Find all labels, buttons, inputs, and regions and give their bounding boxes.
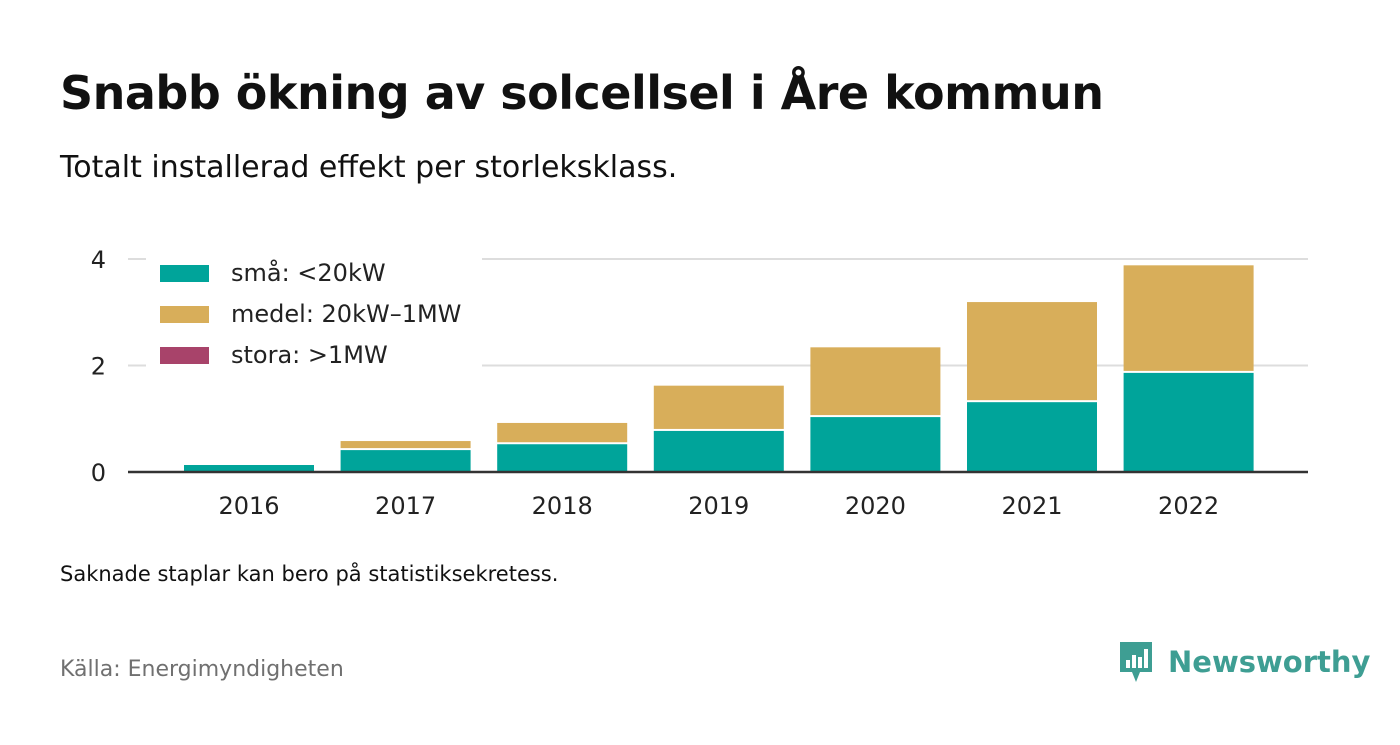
chart-subtitle: Totalt installerad effekt per storlekskl… xyxy=(60,150,678,185)
bars xyxy=(184,265,1254,472)
legend: små: <20kW medel: 20kW–1MW stora: >1MW xyxy=(146,248,482,370)
bar-2020-series-1 xyxy=(810,347,941,416)
newsworthy-logo-icon xyxy=(1120,642,1152,682)
legend-label-1: medel: 20kW–1MW xyxy=(231,300,461,328)
footnote: Saknade staplar kan bero på statistiksek… xyxy=(60,562,559,586)
legend-swatch-2 xyxy=(160,347,209,364)
bar-2017-series-0 xyxy=(340,450,471,472)
bar-2017-series-1 xyxy=(340,441,471,449)
x-tick-label: 2020 xyxy=(845,492,906,520)
bar-2018-series-1 xyxy=(497,422,628,443)
y-tick-label: 0 xyxy=(91,459,106,487)
legend-label-2: stora: >1MW xyxy=(231,341,388,369)
bar-2016-series-0 xyxy=(184,465,314,472)
bar-2021-series-0 xyxy=(967,402,1097,472)
bar-2019-series-1 xyxy=(653,385,784,429)
legend-swatch-1 xyxy=(160,306,209,323)
brand[interactable]: Newsworthy xyxy=(1118,640,1370,684)
x-tick-label: 2016 xyxy=(218,492,279,520)
axes: 0 2 4 2016 2017 2018 2019 2020 2021 2022 xyxy=(91,246,1308,520)
bar-2021-series-1 xyxy=(967,302,1097,401)
source-label: Källa: Energimyndigheten xyxy=(60,657,344,682)
bar-2018-series-0 xyxy=(497,444,628,472)
chart-title: Snabb ökning av solcellsel i Åre kommun xyxy=(60,66,1104,120)
y-tick-label: 4 xyxy=(91,246,106,274)
x-tick-label: 2019 xyxy=(688,492,749,520)
x-tick-label: 2018 xyxy=(532,492,593,520)
bar-2022-series-0 xyxy=(1123,372,1254,472)
bar-2019-series-0 xyxy=(653,430,784,472)
x-tick-label: 2017 xyxy=(375,492,436,520)
legend-label-0: små: <20kW xyxy=(231,258,386,287)
brand-name: Newsworthy xyxy=(1168,645,1371,679)
bar-2020-series-0 xyxy=(810,417,941,472)
x-tick-label: 2021 xyxy=(1001,492,1062,520)
legend-swatch-0 xyxy=(160,265,209,282)
bar-2022-series-1 xyxy=(1123,265,1254,371)
x-tick-label: 2022 xyxy=(1158,492,1219,520)
y-tick-label: 2 xyxy=(91,353,106,381)
